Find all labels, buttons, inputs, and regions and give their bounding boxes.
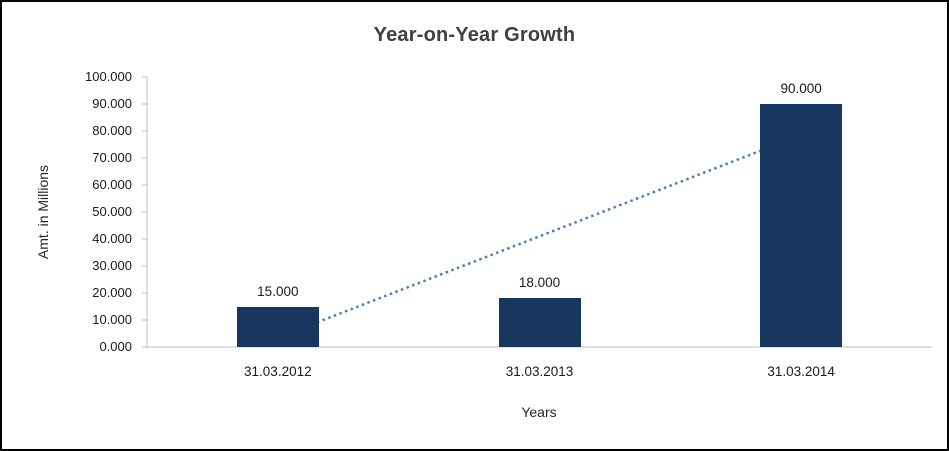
y-tick-label: 70.000 — [92, 150, 132, 165]
y-tick-label: 90.000 — [92, 96, 132, 111]
y-axis-title: Amt. in Millions — [35, 164, 51, 260]
y-tick-label: 50.000 — [92, 204, 132, 219]
x-category-label: 31.03.2013 — [505, 364, 574, 379]
y-tick-label: 10.000 — [92, 312, 132, 327]
x-category-label: 31.03.2012 — [244, 364, 312, 379]
y-tick-label: 100.000 — [85, 69, 132, 84]
y-tick-label: 60.000 — [92, 177, 132, 192]
y-tick-label: 80.000 — [92, 123, 132, 138]
bar-data-label: 18.000 — [518, 275, 561, 291]
y-tick-label: 30.000 — [92, 258, 132, 273]
x-axis-title: Years — [521, 404, 557, 420]
y-tick-label: 0.000 — [99, 339, 132, 354]
bar — [760, 104, 843, 347]
chart-title: Year-on-Year Growth — [373, 24, 576, 46]
y-tick-label: 20.000 — [92, 285, 132, 300]
bar-data-label: 15.000 — [257, 283, 299, 299]
y-tick-label: 40.000 — [92, 231, 132, 246]
bar-data-label: 90.000 — [780, 81, 822, 96]
bar — [236, 306, 319, 347]
bar — [498, 298, 581, 347]
x-category-label: 31.03.2014 — [767, 364, 835, 379]
